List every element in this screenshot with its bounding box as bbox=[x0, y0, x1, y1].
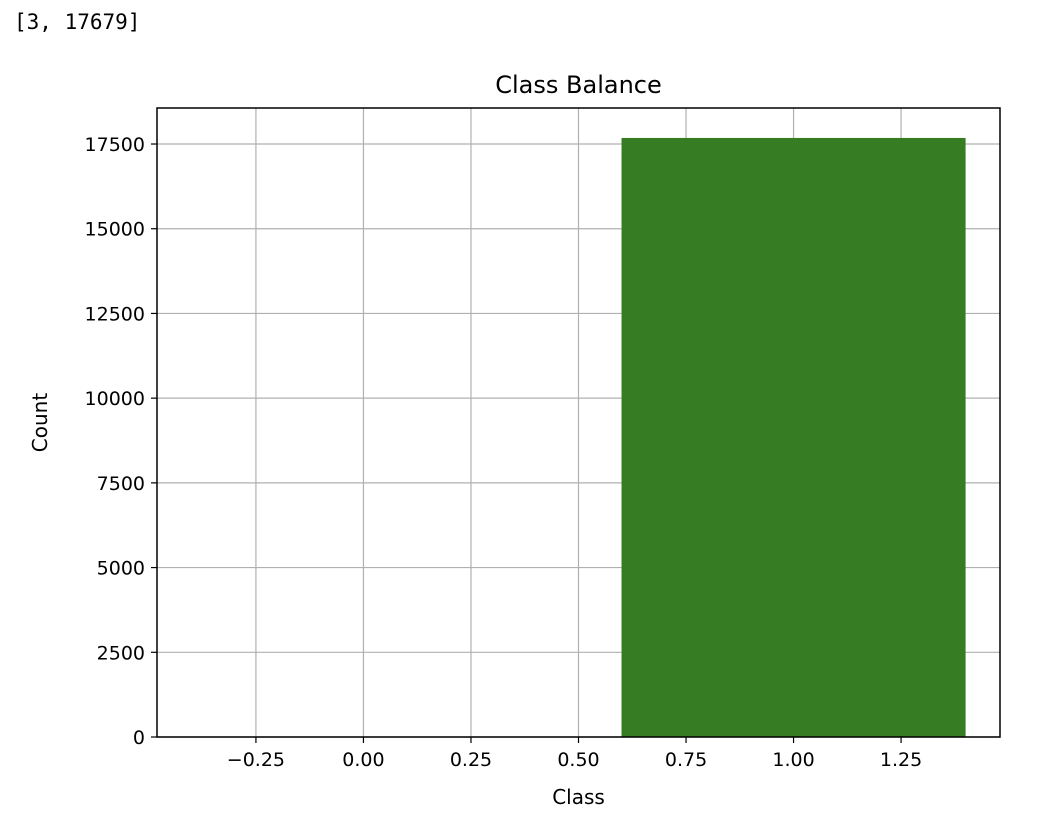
y-axis-label: Count bbox=[28, 393, 52, 453]
y-tick-label-1: 2500 bbox=[97, 642, 145, 664]
y-tick-label-6: 15000 bbox=[85, 219, 145, 241]
y-tick-label-4: 10000 bbox=[85, 388, 145, 410]
cell-output-text: [3, 17679] bbox=[14, 10, 141, 34]
x-tick-label-6: 1.25 bbox=[880, 749, 922, 771]
x-axis-ticks: −0.25 0.00 0.25 0.50 0.75 1.00 1.25 bbox=[227, 737, 922, 771]
x-tick-label-3: 0.50 bbox=[557, 749, 599, 771]
x-tick-label-2: 0.25 bbox=[450, 749, 492, 771]
y-tick-label-7: 17500 bbox=[85, 134, 145, 156]
bar-1 bbox=[621, 137, 966, 738]
x-tick-label-0: −0.25 bbox=[227, 749, 285, 771]
x-axis-label: Class bbox=[552, 785, 605, 809]
x-tick-label-1: 0.00 bbox=[342, 749, 384, 771]
chart-title: Class Balance bbox=[495, 71, 662, 99]
x-tick-label-5: 1.00 bbox=[772, 749, 814, 771]
x-tick-label-4: 0.75 bbox=[665, 749, 707, 771]
y-tick-label-5: 12500 bbox=[85, 303, 145, 325]
y-tick-label-2: 5000 bbox=[97, 558, 145, 580]
y-tick-label-3: 7500 bbox=[97, 473, 145, 495]
y-tick-label-0: 0 bbox=[133, 727, 145, 749]
y-axis-ticks: 0 2500 5000 7500 10000 12500 15000 17500 bbox=[85, 134, 157, 749]
bars bbox=[191, 137, 966, 738]
